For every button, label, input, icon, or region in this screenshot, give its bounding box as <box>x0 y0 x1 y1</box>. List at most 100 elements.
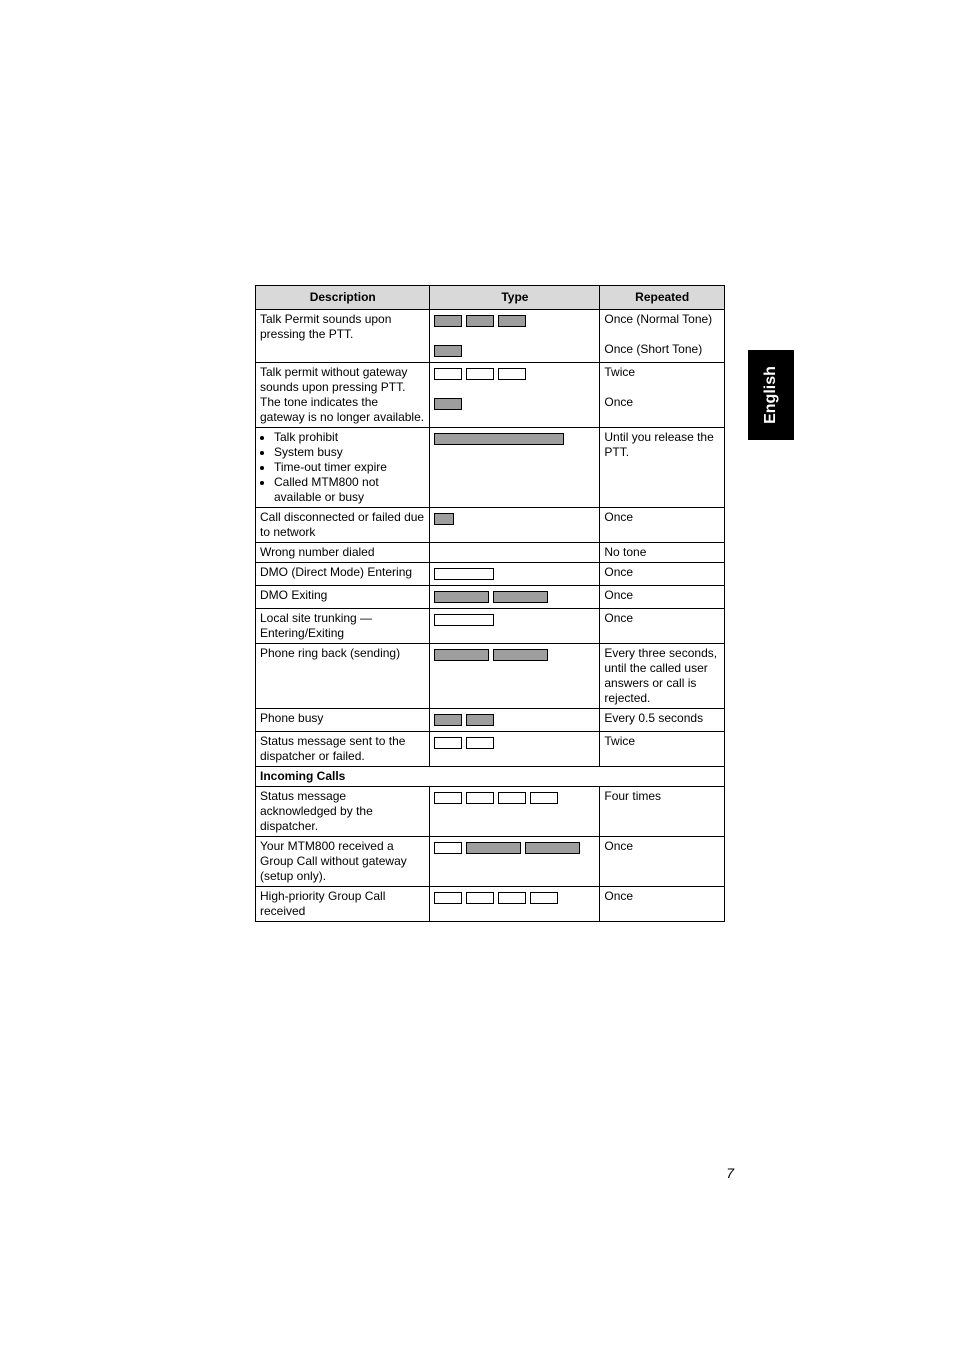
type-cell <box>430 787 600 837</box>
tone-pattern <box>434 614 595 626</box>
table-row: Talk Permit sounds upon pressing the PTT… <box>256 310 725 363</box>
description-cell: DMO Exiting <box>256 586 430 609</box>
tone-segment <box>530 792 558 804</box>
table-row: Talk prohibitSystem busyTime-out timer e… <box>256 428 725 508</box>
tone-segment <box>434 892 462 904</box>
description-cell: Talk Permit sounds upon pressing the PTT… <box>256 310 430 363</box>
description-cell: Status message sent to the dispatcher or… <box>256 732 430 767</box>
tone-segment <box>434 315 462 327</box>
table-row: Phone ring back (sending) Every three sec… <box>256 644 725 709</box>
tone-segment <box>434 714 462 726</box>
table-row: Wrong number dialedNo tone <box>256 543 725 563</box>
type-cell <box>430 837 600 887</box>
type-cell <box>430 709 600 732</box>
tone-segment <box>466 368 494 380</box>
type-cell <box>430 508 600 543</box>
table-row: Talk permit without gateway sounds upon … <box>256 363 725 428</box>
tone-segment <box>530 892 558 904</box>
section-header-row: Incoming Calls <box>256 767 725 787</box>
type-cell <box>430 310 600 363</box>
table-row: DMO ExitingOnce <box>256 586 725 609</box>
description-cell: Call disconnected or failed due to netwo… <box>256 508 430 543</box>
tone-segment <box>466 737 494 749</box>
table-header-row: Description Type Repeated <box>256 286 725 310</box>
description-cell: Wrong number dialed <box>256 543 430 563</box>
tone-pattern <box>434 792 595 804</box>
repeated-cell: Once <box>600 563 725 586</box>
tone-segment <box>466 792 494 804</box>
tone-segment <box>434 568 494 580</box>
description-cell: Talk permit without gateway sounds upon … <box>256 363 430 428</box>
description-bullet-item: System busy <box>274 445 425 460</box>
description-bullet-item: Called MTM800 not available or busy <box>274 475 425 505</box>
tone-pattern <box>434 737 595 749</box>
tone-segment <box>434 513 454 525</box>
repeated-cell: Once (Normal Tone) Once (Short Tone) <box>600 310 725 363</box>
type-cell <box>430 543 600 563</box>
tone-pattern <box>434 398 595 410</box>
tone-segment <box>525 842 580 854</box>
tone-segment <box>434 614 494 626</box>
type-cell <box>430 563 600 586</box>
type-cell <box>430 428 600 508</box>
language-tab-label: English <box>762 366 780 424</box>
description-cell: Local site trunking — Entering/Exiting <box>256 609 430 644</box>
type-cell <box>430 363 600 428</box>
tone-pattern <box>434 315 595 327</box>
tone-segment <box>466 714 494 726</box>
table-row: Status message sent to the dispatcher or… <box>256 732 725 767</box>
description-bullet-item: Talk prohibit <box>274 430 425 445</box>
tone-segment <box>434 649 489 661</box>
type-cell <box>430 732 600 767</box>
tone-segment <box>434 433 564 445</box>
repeated-cell: Once <box>600 887 725 922</box>
tone-segment <box>434 368 462 380</box>
type-cell <box>430 644 600 709</box>
tone-segment <box>434 398 462 410</box>
tone-segment <box>498 315 526 327</box>
description-bullet-item: Time-out timer expire <box>274 460 425 475</box>
repeated-cell: Every three seconds, until the called us… <box>600 644 725 709</box>
description-cell: Phone ring back (sending) <box>256 644 430 709</box>
tone-pattern <box>434 714 595 726</box>
repeated-cell: Twice Once <box>600 363 725 428</box>
tone-pattern <box>434 433 595 445</box>
tone-table: Description Type Repeated Talk Permit so… <box>255 285 725 922</box>
tone-segment <box>466 892 494 904</box>
description-cell: Status message acknowledged by the dispa… <box>256 787 430 837</box>
repeated-cell: Once <box>600 609 725 644</box>
repeated-cell: Every 0.5 seconds <box>600 709 725 732</box>
type-cell <box>430 609 600 644</box>
table-row: Local site trunking — Entering/Exiting On… <box>256 609 725 644</box>
tone-segment <box>493 591 548 603</box>
tone-pattern <box>434 842 595 854</box>
description-cell: DMO (Direct Mode) Entering <box>256 563 430 586</box>
section-header-cell: Incoming Calls <box>256 767 725 787</box>
tone-segment <box>498 792 526 804</box>
tone-segment <box>434 842 462 854</box>
description-cell: High-priority Group Call received <box>256 887 430 922</box>
type-cell <box>430 887 600 922</box>
tone-segment <box>493 649 548 661</box>
tone-segment <box>434 792 462 804</box>
repeated-cell: Four times <box>600 787 725 837</box>
header-repeated: Repeated <box>600 286 725 310</box>
table-row: DMO (Direct Mode) Entering Once <box>256 563 725 586</box>
page-number: 7 <box>726 1165 734 1181</box>
tone-pattern <box>434 892 595 904</box>
description-cell: Phone busy <box>256 709 430 732</box>
repeated-cell: Once <box>600 508 725 543</box>
tone-segment <box>434 591 489 603</box>
repeated-cell: Until you release the PTT. <box>600 428 725 508</box>
tone-pattern <box>434 649 595 661</box>
tone-segment <box>466 315 494 327</box>
repeated-cell: Twice <box>600 732 725 767</box>
tone-pattern <box>434 591 595 603</box>
description-cell: Your MTM800 received a Group Call withou… <box>256 837 430 887</box>
tone-segment <box>466 842 521 854</box>
tone-segment <box>498 368 526 380</box>
table-row: Your MTM800 received a Group Call withou… <box>256 837 725 887</box>
table-row: Phone busy Every 0.5 seconds <box>256 709 725 732</box>
type-cell <box>430 586 600 609</box>
tone-pattern <box>434 345 595 357</box>
